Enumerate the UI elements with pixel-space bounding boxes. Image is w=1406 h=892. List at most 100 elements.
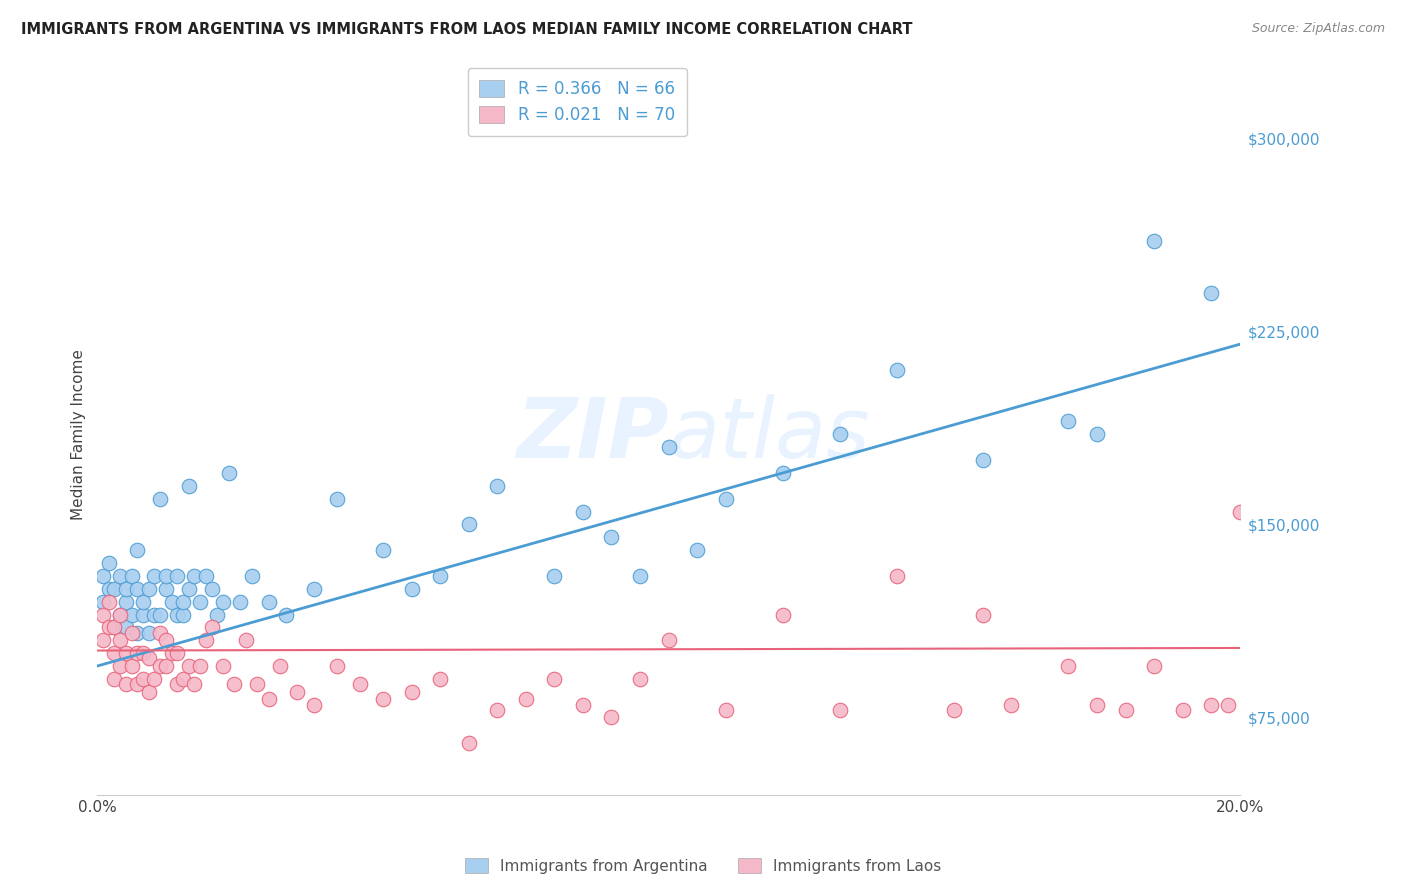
Point <box>257 594 280 608</box>
Point <box>515 692 537 706</box>
Point <box>401 582 423 596</box>
Point <box>658 440 681 454</box>
Point <box>246 677 269 691</box>
Point <box>772 607 794 622</box>
Point <box>149 659 172 673</box>
Point <box>628 672 651 686</box>
Point <box>166 607 188 622</box>
Point <box>121 607 143 622</box>
Point <box>274 607 297 622</box>
Point <box>166 677 188 691</box>
Point <box>108 607 131 622</box>
Point <box>772 466 794 480</box>
Point <box>108 569 131 583</box>
Point <box>177 659 200 673</box>
Point <box>972 453 994 467</box>
Point <box>103 620 125 634</box>
Point <box>886 363 908 377</box>
Point <box>103 646 125 660</box>
Point <box>457 736 479 750</box>
Point <box>326 659 349 673</box>
Point <box>326 491 349 506</box>
Point <box>194 569 217 583</box>
Point <box>212 659 235 673</box>
Point <box>138 684 160 698</box>
Point <box>200 582 222 596</box>
Point <box>143 569 166 583</box>
Point <box>1143 234 1166 248</box>
Point <box>886 569 908 583</box>
Point <box>183 677 205 691</box>
Point <box>172 672 194 686</box>
Point <box>628 569 651 583</box>
Point <box>1000 698 1022 712</box>
Legend: R = 0.366   N = 66, R = 0.021   N = 70: R = 0.366 N = 66, R = 0.021 N = 70 <box>468 68 686 136</box>
Point <box>1057 414 1080 428</box>
Point <box>149 607 172 622</box>
Point <box>1229 504 1251 518</box>
Point <box>155 582 177 596</box>
Point <box>543 672 565 686</box>
Text: IMMIGRANTS FROM ARGENTINA VS IMMIGRANTS FROM LAOS MEDIAN FAMILY INCOME CORRELATI: IMMIGRANTS FROM ARGENTINA VS IMMIGRANTS … <box>21 22 912 37</box>
Point <box>714 703 737 717</box>
Point <box>160 646 183 660</box>
Point <box>1085 698 1108 712</box>
Point <box>200 620 222 634</box>
Point <box>349 677 371 691</box>
Point <box>212 594 235 608</box>
Point <box>138 651 160 665</box>
Point <box>943 703 966 717</box>
Point <box>714 491 737 506</box>
Point <box>1085 427 1108 442</box>
Point <box>429 672 451 686</box>
Point <box>97 594 120 608</box>
Point <box>127 543 149 558</box>
Point <box>172 594 194 608</box>
Legend: Immigrants from Argentina, Immigrants from Laos: Immigrants from Argentina, Immigrants fr… <box>458 852 948 880</box>
Point <box>401 684 423 698</box>
Point <box>166 646 188 660</box>
Point <box>1143 659 1166 673</box>
Point <box>1218 698 1240 712</box>
Point <box>103 582 125 596</box>
Point <box>91 569 114 583</box>
Point <box>121 659 143 673</box>
Point <box>972 607 994 622</box>
Point <box>108 607 131 622</box>
Point <box>229 594 252 608</box>
Point <box>207 607 229 622</box>
Point <box>127 646 149 660</box>
Point <box>149 491 172 506</box>
Point <box>132 594 155 608</box>
Point <box>97 556 120 570</box>
Point <box>194 633 217 648</box>
Point <box>108 659 131 673</box>
Y-axis label: Median Family Income: Median Family Income <box>72 349 86 520</box>
Point <box>457 517 479 532</box>
Text: Source: ZipAtlas.com: Source: ZipAtlas.com <box>1251 22 1385 36</box>
Point <box>91 607 114 622</box>
Point <box>183 569 205 583</box>
Point <box>224 677 246 691</box>
Point <box>97 582 120 596</box>
Point <box>188 659 211 673</box>
Point <box>155 569 177 583</box>
Point <box>1057 659 1080 673</box>
Point <box>658 633 681 648</box>
Point <box>138 625 160 640</box>
Point <box>235 633 257 648</box>
Point <box>166 569 188 583</box>
Point <box>143 607 166 622</box>
Point <box>486 479 509 493</box>
Point <box>138 582 160 596</box>
Point <box>172 607 194 622</box>
Point <box>115 582 138 596</box>
Point <box>543 569 565 583</box>
Point <box>304 698 326 712</box>
Point <box>285 684 308 698</box>
Point <box>143 672 166 686</box>
Point <box>91 594 114 608</box>
Point <box>486 703 509 717</box>
Point <box>155 659 177 673</box>
Point <box>572 698 595 712</box>
